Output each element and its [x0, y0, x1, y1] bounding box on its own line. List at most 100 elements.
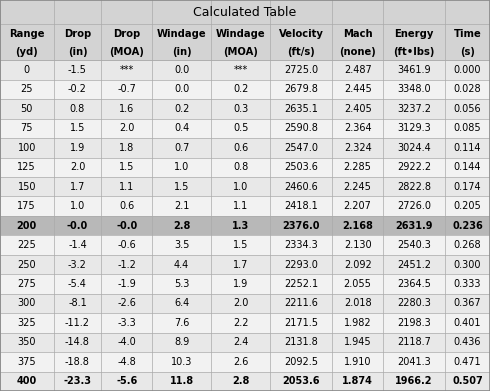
Text: 0.8: 0.8	[233, 162, 248, 172]
Text: Calculated Table: Calculated Table	[194, 5, 296, 19]
FancyBboxPatch shape	[0, 177, 490, 196]
Text: 2211.6: 2211.6	[284, 298, 318, 308]
Text: Mach: Mach	[343, 29, 372, 39]
Text: 2.245: 2.245	[343, 182, 371, 192]
Text: 2460.6: 2460.6	[285, 182, 318, 192]
Text: 0.367: 0.367	[454, 298, 481, 308]
Text: 2635.1: 2635.1	[284, 104, 318, 114]
FancyBboxPatch shape	[0, 313, 490, 333]
Text: 0.205: 0.205	[454, 201, 481, 211]
Text: 2.130: 2.130	[344, 240, 371, 250]
FancyBboxPatch shape	[0, 294, 490, 313]
Text: 0.5: 0.5	[233, 123, 248, 133]
Text: 2725.0: 2725.0	[284, 65, 318, 75]
Text: 1.0: 1.0	[174, 162, 189, 172]
Text: 2679.8: 2679.8	[284, 84, 318, 94]
Text: 2631.9: 2631.9	[395, 221, 433, 231]
Text: 1.5: 1.5	[119, 162, 134, 172]
Text: 2.0: 2.0	[119, 123, 134, 133]
Text: 1966.2: 1966.2	[395, 376, 433, 386]
Text: 2726.0: 2726.0	[397, 201, 431, 211]
Text: 2092.5: 2092.5	[284, 357, 318, 367]
Text: Time: Time	[454, 29, 481, 39]
Text: 5.3: 5.3	[174, 279, 189, 289]
Text: 400: 400	[17, 376, 37, 386]
Text: 50: 50	[21, 104, 33, 114]
Text: -1.5: -1.5	[68, 65, 87, 75]
Text: -0.6: -0.6	[117, 240, 136, 250]
Text: 350: 350	[18, 337, 36, 347]
Text: 6.4: 6.4	[174, 298, 189, 308]
Text: 2.1: 2.1	[174, 201, 189, 211]
FancyBboxPatch shape	[0, 274, 490, 294]
Text: 1.5: 1.5	[70, 123, 85, 133]
Text: 2590.8: 2590.8	[284, 123, 318, 133]
Text: 2540.3: 2540.3	[397, 240, 431, 250]
Text: 1.874: 1.874	[342, 376, 373, 386]
Text: 2.018: 2.018	[344, 298, 371, 308]
Text: 0.236: 0.236	[452, 221, 483, 231]
Text: Drop: Drop	[113, 29, 140, 39]
Text: 8.9: 8.9	[174, 337, 189, 347]
Text: 300: 300	[18, 298, 36, 308]
Text: -0.0: -0.0	[67, 221, 88, 231]
Text: 2.2: 2.2	[233, 318, 248, 328]
Text: -4.0: -4.0	[117, 337, 136, 347]
Text: -1.4: -1.4	[68, 240, 87, 250]
Text: 0.0: 0.0	[174, 65, 189, 75]
FancyBboxPatch shape	[0, 216, 490, 235]
Text: 225: 225	[17, 240, 36, 250]
Text: 3461.9: 3461.9	[397, 65, 431, 75]
Text: 2.168: 2.168	[342, 221, 373, 231]
Text: Windage: Windage	[157, 29, 206, 39]
Text: 3237.2: 3237.2	[397, 104, 431, 114]
Text: 1.982: 1.982	[344, 318, 371, 328]
FancyBboxPatch shape	[0, 352, 490, 371]
Text: 2922.2: 2922.2	[397, 162, 431, 172]
Text: 2376.0: 2376.0	[283, 221, 320, 231]
Text: 1.1: 1.1	[233, 201, 248, 211]
FancyBboxPatch shape	[0, 99, 490, 118]
FancyBboxPatch shape	[0, 24, 490, 60]
Text: -0.2: -0.2	[68, 84, 87, 94]
Text: ***: ***	[234, 65, 248, 75]
Text: (yd): (yd)	[15, 47, 38, 57]
Text: (in): (in)	[68, 47, 87, 57]
Text: 200: 200	[17, 221, 37, 231]
Text: 0.144: 0.144	[454, 162, 481, 172]
Text: 2171.5: 2171.5	[284, 318, 318, 328]
Text: 1.9: 1.9	[70, 143, 85, 153]
Text: 0.2: 0.2	[174, 104, 189, 114]
Text: 2198.3: 2198.3	[397, 318, 431, 328]
Text: 2.207: 2.207	[343, 201, 371, 211]
Text: -5.4: -5.4	[68, 279, 87, 289]
Text: 0.300: 0.300	[454, 260, 481, 269]
Text: (s): (s)	[460, 47, 475, 57]
Text: 0.8: 0.8	[70, 104, 85, 114]
Text: 0.436: 0.436	[454, 337, 481, 347]
Text: Windage: Windage	[216, 29, 266, 39]
Text: 2.324: 2.324	[344, 143, 371, 153]
Text: 2364.5: 2364.5	[397, 279, 431, 289]
Text: 0.6: 0.6	[119, 201, 134, 211]
Text: 2547.0: 2547.0	[284, 143, 318, 153]
Text: -1.9: -1.9	[117, 279, 136, 289]
Text: 1.910: 1.910	[344, 357, 371, 367]
Text: -18.8: -18.8	[65, 357, 90, 367]
Text: 250: 250	[18, 260, 36, 269]
Text: 0.174: 0.174	[454, 182, 481, 192]
Text: 3129.3: 3129.3	[397, 123, 431, 133]
Text: 3024.4: 3024.4	[397, 143, 431, 153]
Text: 1.1: 1.1	[119, 182, 134, 192]
Text: 1.9: 1.9	[233, 279, 248, 289]
Text: 2418.1: 2418.1	[285, 201, 318, 211]
FancyBboxPatch shape	[0, 235, 490, 255]
Text: 0.6: 0.6	[233, 143, 248, 153]
FancyBboxPatch shape	[0, 118, 490, 138]
FancyBboxPatch shape	[0, 333, 490, 352]
Text: -0.7: -0.7	[117, 84, 136, 94]
Text: -8.1: -8.1	[68, 298, 87, 308]
Text: 2.092: 2.092	[344, 260, 371, 269]
Text: ***: ***	[120, 65, 134, 75]
Text: -1.2: -1.2	[117, 260, 136, 269]
